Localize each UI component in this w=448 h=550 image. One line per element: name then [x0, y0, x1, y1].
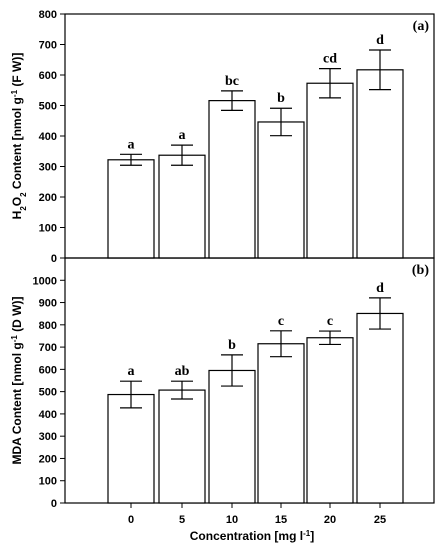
x-tick-label: 5 — [179, 514, 185, 526]
bar — [208, 100, 256, 259]
y-tick-label: 200 — [39, 453, 57, 465]
y-tick-label: 0 — [51, 498, 57, 510]
significance-letter: cd — [323, 52, 337, 67]
x-axis-title: Concentration [mg l-1] — [190, 529, 314, 544]
bar — [306, 337, 354, 504]
y-tick-label: 100 — [39, 223, 57, 235]
bar — [356, 312, 404, 504]
x-tick-label: 20 — [324, 514, 336, 526]
bar — [208, 369, 256, 504]
significance-letter: b — [277, 91, 285, 106]
significance-letter: b — [228, 338, 236, 353]
bar — [306, 82, 354, 259]
y-tick-label: 200 — [39, 192, 57, 204]
y-tick-label: 900 — [39, 298, 57, 310]
panel-label: (b) — [412, 263, 429, 278]
significance-letter: d — [376, 33, 384, 48]
y-tick-label: 300 — [39, 162, 57, 174]
significance-letter: a — [128, 137, 135, 152]
significance-letter: bc — [225, 74, 239, 89]
bar — [158, 389, 206, 504]
x-tick-label: 15 — [275, 514, 287, 526]
bar — [107, 159, 155, 259]
y-tick-label: 400 — [39, 131, 57, 143]
y-tick-label: 500 — [39, 387, 57, 399]
y-tick-label: 700 — [39, 342, 57, 354]
significance-letter: d — [376, 281, 384, 296]
y-axis-title: H2O2 Content [nmol g-1 (F W)] — [10, 53, 28, 220]
significance-letter: c — [327, 314, 333, 329]
y-tick-label: 1000 — [33, 275, 57, 287]
x-tick-label: 10 — [226, 514, 238, 526]
y-tick-label: 600 — [39, 70, 57, 82]
bar — [257, 343, 305, 504]
y-tick-label: 800 — [39, 9, 57, 21]
y-tick-label: 400 — [39, 409, 57, 421]
bar — [107, 393, 155, 504]
bar — [356, 69, 404, 259]
y-tick-label: 500 — [39, 101, 57, 113]
bar — [257, 121, 305, 259]
panel-label: (a) — [413, 19, 430, 34]
x-tick-label: 25 — [374, 514, 386, 526]
significance-letter: a — [179, 128, 186, 143]
y-tick-label: 800 — [39, 320, 57, 332]
significance-letter: ab — [175, 364, 190, 379]
x-tick-label: 0 — [128, 514, 134, 526]
y-tick-label: 300 — [39, 431, 57, 443]
significance-letter: a — [128, 364, 135, 379]
y-axis-title: MDA Content [nmol g-1 (D W)] — [10, 297, 25, 465]
y-tick-label: 100 — [39, 476, 57, 488]
significance-letter: c — [278, 314, 284, 329]
y-tick-label: 700 — [39, 40, 57, 52]
y-tick-label: 600 — [39, 364, 57, 376]
bar — [158, 154, 206, 259]
y-tick-label: 0 — [51, 253, 57, 265]
